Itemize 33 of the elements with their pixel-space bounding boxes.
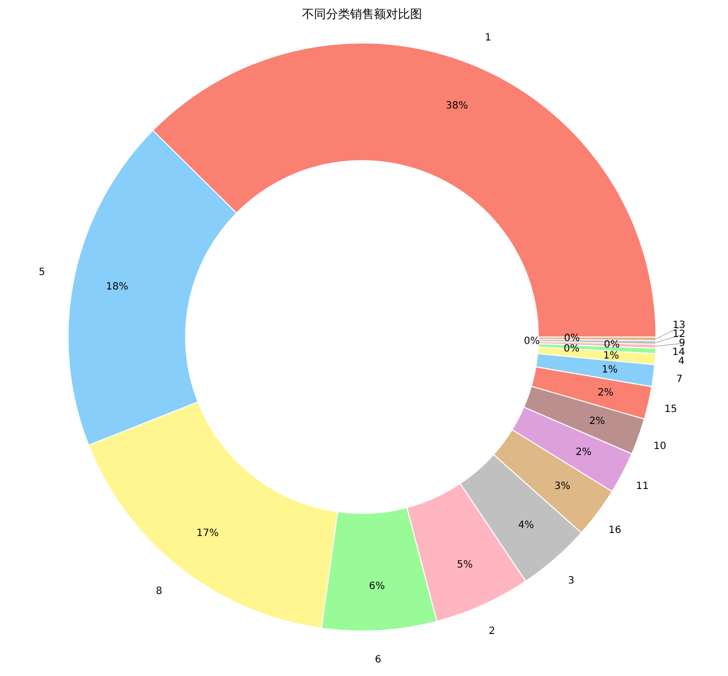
slice-label: 12: [672, 328, 686, 340]
slice-label: 2: [488, 626, 496, 638]
slice-label: 8: [156, 586, 162, 597]
data-label: 0%: [604, 339, 620, 350]
data-label: 2%: [576, 447, 592, 458]
data-label: 3%: [554, 480, 570, 492]
slice-label: 7: [676, 374, 683, 386]
slice-label: 15: [664, 404, 678, 416]
data-label: 1%: [602, 364, 618, 376]
data-label: 6%: [368, 580, 385, 592]
slice-label: 14: [672, 346, 686, 358]
data-label: 4%: [518, 520, 534, 531]
slice-label: 9: [678, 338, 686, 349]
data-label: 2%: [589, 416, 606, 428]
slice-label: 5: [38, 266, 46, 278]
data-label: 38%: [446, 100, 468, 112]
data-label: 5%: [456, 559, 473, 570]
slice-label: 4: [678, 356, 684, 367]
data-label: 17%: [196, 528, 219, 539]
data-label: 18%: [106, 282, 128, 293]
data-label: 0%: [564, 343, 580, 354]
slice-label: 13: [672, 320, 686, 331]
slice-label: 3: [568, 575, 574, 586]
data-label: 2%: [598, 388, 614, 399]
slice-label: 6: [374, 654, 382, 666]
slice-label: 1: [484, 32, 492, 44]
slice-label: 10: [654, 441, 666, 452]
data-label: 0%: [564, 333, 580, 344]
data-label: 1%: [603, 350, 620, 362]
data-label: 0%: [524, 336, 540, 348]
chart-title: 不同分类销售额对比图: [302, 7, 422, 21]
slice-label: 16: [608, 524, 622, 536]
slice-label: 11: [636, 481, 649, 492]
